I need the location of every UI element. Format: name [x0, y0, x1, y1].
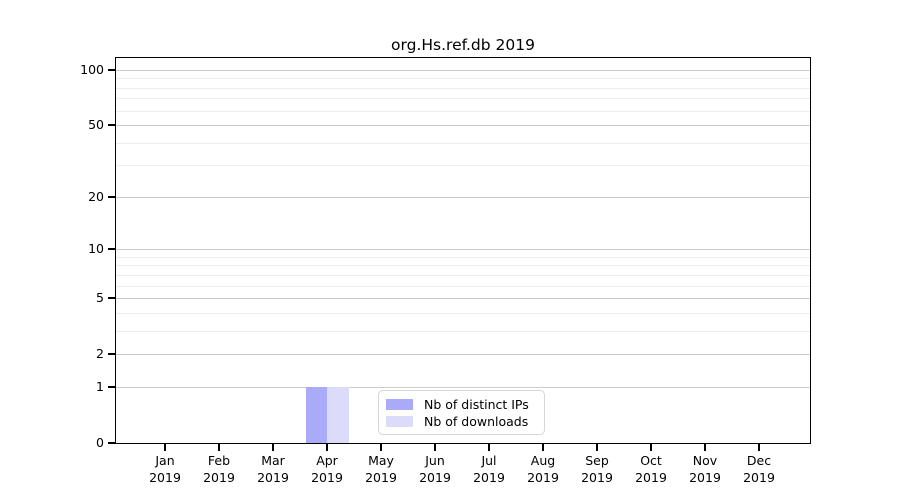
gridline-major [116, 249, 810, 251]
chart-title: org.Hs.ref.db 2019 [391, 36, 535, 54]
y-tick-mark [108, 124, 115, 126]
gridline-minor [116, 165, 810, 167]
x-tick-label-line: 2019 [689, 469, 721, 485]
x-tick-label-line: 2019 [149, 469, 181, 485]
x-tick-label-line: Feb [207, 453, 231, 468]
legend-swatch-downloads [386, 415, 413, 427]
gridline-minor [116, 285, 810, 287]
x-tick-mark [272, 444, 274, 451]
x-tick-label: Nov 2019 [675, 453, 735, 486]
x-tick-label: Jun 2019 [405, 453, 465, 486]
gridline-minor [116, 78, 810, 80]
y-tick-label: 10 [88, 241, 104, 257]
x-tick-label-line: 2019 [365, 469, 397, 485]
x-tick-label-line: 2019 [257, 469, 289, 485]
x-tick-label-line: Aug [530, 453, 556, 468]
legend-item-downloads: Nb of downloads [386, 413, 536, 429]
x-tick-label-line: Mar [261, 453, 285, 468]
x-tick-label-line: 2019 [203, 469, 235, 485]
y-tick-mark [108, 353, 115, 355]
x-tick-label-line: Oct [640, 453, 662, 468]
y-tick-label: 50 [88, 117, 104, 133]
gridline-minor [116, 98, 810, 100]
x-tick-mark [326, 444, 328, 451]
x-tick-mark [758, 444, 760, 451]
y-tick-label: 100 [80, 61, 104, 77]
x-tick-label-line: 2019 [473, 469, 505, 485]
gridline-minor [116, 330, 810, 332]
x-tick-label-line: 2019 [527, 469, 559, 485]
x-tick-mark [650, 444, 652, 451]
y-tick-mark [108, 386, 115, 388]
x-tick-label: Sep 2019 [567, 453, 627, 486]
gridline-major [116, 354, 810, 356]
x-tick-label: Jan 2019 [135, 453, 195, 486]
bar-nb-of-distinct-ips [305, 386, 327, 443]
legend-label-downloads: Nb of downloads [424, 413, 529, 429]
y-tick-mark [108, 196, 115, 198]
y-tick-label: 5 [96, 290, 104, 306]
legend: Nb of distinct IPs Nb of downloads [378, 390, 545, 435]
x-tick-mark [164, 444, 166, 451]
x-tick-label-line: Dec [746, 453, 772, 468]
gridline-minor [116, 274, 810, 276]
x-tick-mark [488, 444, 490, 451]
x-tick-mark [596, 444, 598, 451]
gridline-minor [116, 265, 810, 267]
y-tick-label: 2 [96, 346, 104, 362]
bar-nb-of-downloads [327, 386, 349, 443]
gridline-major [116, 125, 810, 127]
x-tick-label: Oct 2019 [621, 453, 681, 486]
y-tick-mark [108, 69, 115, 71]
x-tick-label-line: Jan [155, 453, 175, 468]
gridline-minor [116, 142, 810, 144]
gridline-major [116, 69, 810, 71]
x-tick-label: Dec 2019 [729, 453, 789, 486]
x-tick-mark [704, 444, 706, 451]
x-tick-label-line: Nov [692, 453, 718, 468]
x-tick-label-line: 2019 [419, 469, 451, 485]
x-tick-label-line: 2019 [635, 469, 667, 485]
y-tick-label: 1 [96, 378, 104, 394]
x-tick-mark [218, 444, 220, 451]
gridline-minor [116, 256, 810, 258]
x-tick-label: Jul 2019 [459, 453, 519, 486]
legend-item-distinct-ips: Nb of distinct IPs [386, 396, 536, 412]
x-tick-mark [380, 444, 382, 451]
legend-swatch-distinct-ips [386, 398, 413, 410]
x-tick-label-line: Jul [481, 453, 497, 468]
x-tick-mark [542, 444, 544, 451]
gridline-major [116, 386, 810, 388]
x-tick-label: Apr 2019 [297, 453, 357, 486]
x-tick-label: May 2019 [351, 453, 411, 486]
x-tick-mark [434, 444, 436, 451]
y-tick-label: 20 [88, 188, 104, 204]
x-tick-label-line: 2019 [743, 469, 775, 485]
x-tick-label: Aug 2019 [513, 453, 573, 486]
gridline-major [116, 196, 810, 198]
legend-label-distinct-ips: Nb of distinct IPs [424, 396, 529, 412]
x-tick-label-line: Sep [585, 453, 609, 468]
y-tick-mark [108, 297, 115, 299]
x-tick-label: Feb 2019 [189, 453, 249, 486]
y-tick-mark [108, 248, 115, 250]
x-tick-label-line: 2019 [581, 469, 613, 485]
gridline-minor [116, 110, 810, 112]
y-tick-label: 0 [96, 435, 104, 450]
gridline-major [116, 298, 810, 300]
x-tick-label: Mar 2019 [243, 453, 303, 486]
gridline-minor [116, 312, 810, 314]
x-tick-label-line: 2019 [311, 469, 343, 485]
x-tick-label-line: Jun [425, 453, 445, 468]
gridline-minor [116, 87, 810, 89]
x-tick-label-line: Apr [316, 453, 338, 468]
x-tick-label-line: May [368, 453, 394, 468]
plot-area: Nb of distinct IPs Nb of downloads [115, 57, 811, 444]
y-tick-mark [108, 442, 115, 444]
